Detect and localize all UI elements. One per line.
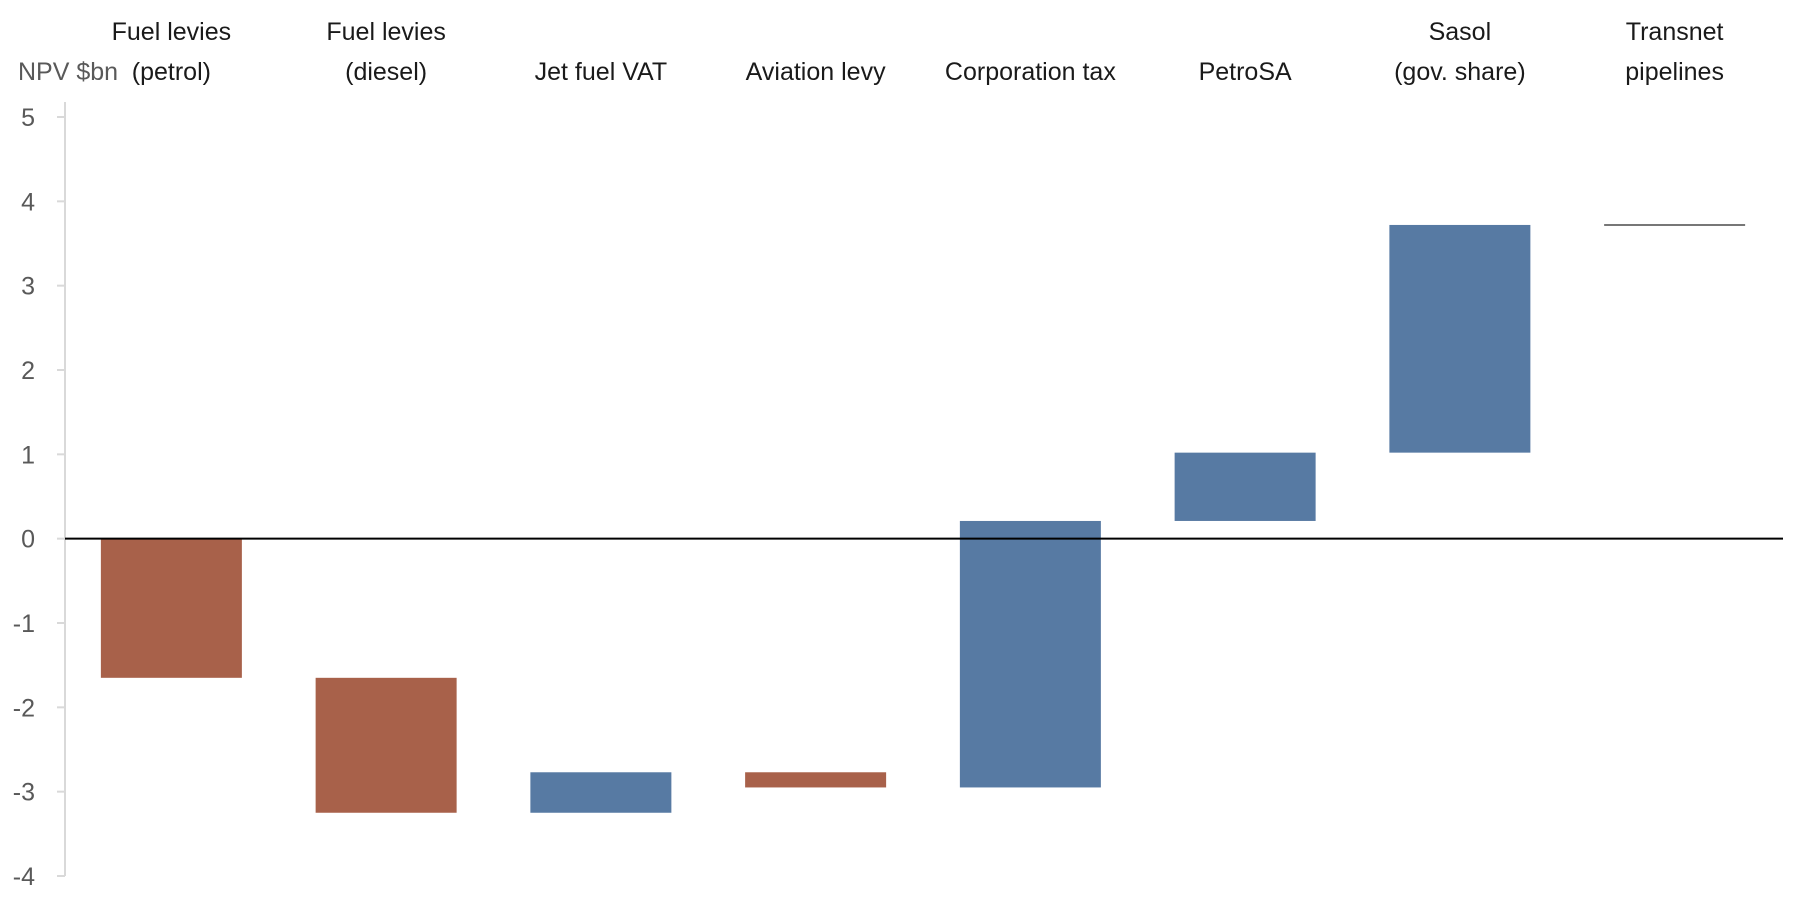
- waterfall-bar: [100, 538, 242, 678]
- y-tick-label: 2: [21, 357, 35, 385]
- waterfall-bar: [959, 520, 1101, 788]
- category-label: Fuel levies: [112, 18, 232, 46]
- y-tick-label: -3: [13, 779, 35, 807]
- waterfall-bar: [1174, 452, 1316, 521]
- category-label: Sasol: [1429, 18, 1492, 46]
- y-tick-label: 4: [21, 188, 35, 216]
- y-tick-label: 5: [21, 104, 35, 132]
- category-labels: Fuel levies (petrol) Fuel levies (diesel) Je…: [112, 18, 1724, 86]
- category-label: Corporation tax: [945, 58, 1116, 86]
- y-axis-unit-label: NPV $bn: [18, 58, 118, 86]
- category-label: pipelines: [1625, 58, 1724, 86]
- y-axis-ticks: 5 4 3 2 1 0 -1 -2 -3 -4: [13, 104, 65, 891]
- category-label: Transnet: [1626, 18, 1724, 46]
- y-tick-label: -2: [13, 694, 35, 722]
- waterfall-bar: [745, 772, 887, 788]
- category-label: PetroSA: [1199, 58, 1292, 86]
- waterfall-bars: [100, 223, 1746, 813]
- category-label: (diesel): [345, 58, 427, 86]
- waterfall-bar: [1389, 224, 1531, 453]
- y-tick-label: -1: [13, 610, 35, 638]
- category-label: Jet fuel VAT: [535, 58, 667, 86]
- category-label: (gov. share): [1394, 58, 1526, 86]
- waterfall-bar: [530, 772, 672, 813]
- y-tick-label: 0: [21, 526, 35, 554]
- waterfall-bar: [315, 677, 457, 813]
- category-label: Aviation levy: [746, 58, 886, 86]
- category-label: (petrol): [132, 58, 211, 86]
- category-label: Fuel levies: [326, 18, 446, 46]
- y-tick-label: 3: [21, 273, 35, 301]
- y-tick-label: -4: [13, 863, 35, 891]
- y-tick-label: 1: [21, 441, 35, 469]
